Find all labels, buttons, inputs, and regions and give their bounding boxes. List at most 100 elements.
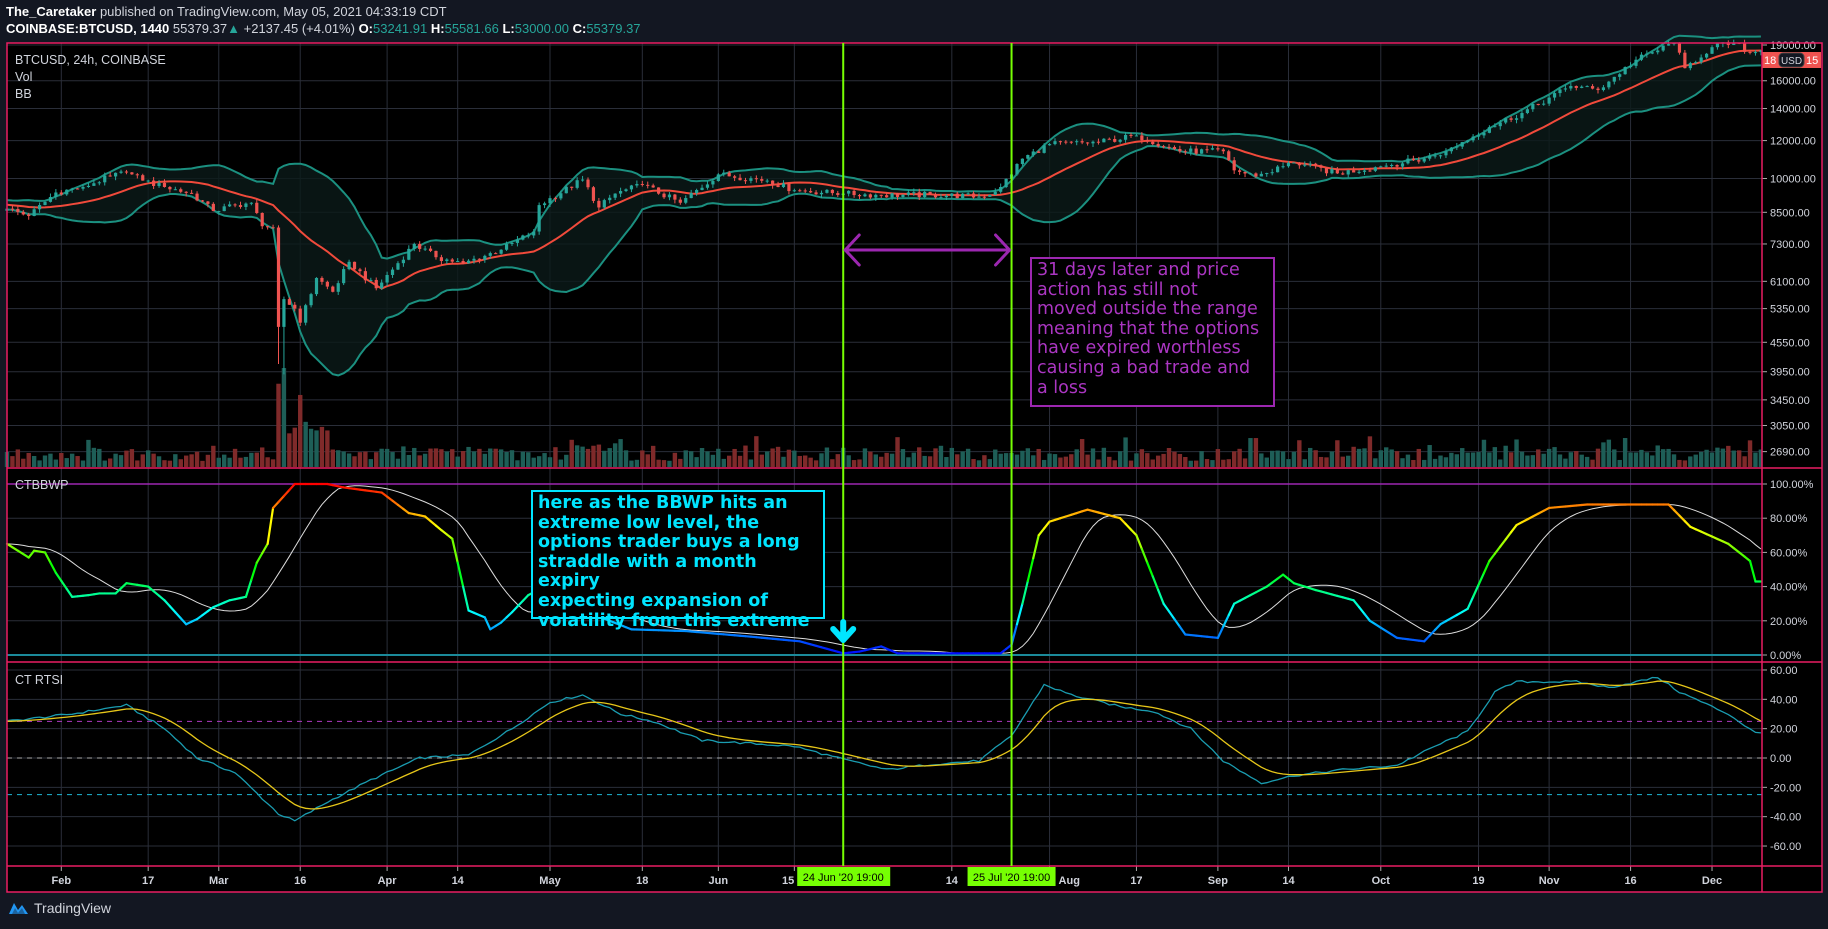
candle-body (260, 213, 264, 227)
candle-body (1476, 135, 1481, 137)
candle-body (59, 192, 63, 195)
volume-bar (102, 460, 107, 467)
legend-main[interactable]: BTCUSD, 24h, COINBASE (15, 53, 166, 67)
volume-bar (1183, 456, 1188, 467)
legend-bb[interactable]: BB (15, 87, 32, 101)
candle-body (423, 248, 427, 250)
volume-bar (287, 433, 292, 467)
candle-body (1645, 53, 1649, 55)
last-price: 55379.37 (172, 21, 228, 36)
candle-body (412, 243, 416, 249)
volume-bar (759, 454, 764, 467)
bbwp-line-segment (49, 561, 57, 575)
volume-bar (1460, 448, 1465, 467)
volume-bar (48, 453, 53, 467)
bbwp-line-segment (500, 616, 508, 624)
candle-body (1471, 136, 1475, 141)
volume-bar (433, 448, 439, 467)
candle-body (1639, 54, 1644, 60)
volume-bar (211, 445, 216, 467)
legend-bbwp[interactable]: CTBBWP (15, 478, 68, 492)
bbwp-line-segment (54, 571, 63, 583)
annotation-expired-options[interactable]: 31 days later and price action has still… (1030, 257, 1275, 407)
candle-body (396, 263, 400, 270)
volume-bar (1117, 451, 1123, 467)
author-name[interactable]: The_Caretaker (6, 4, 97, 19)
candle-body (923, 191, 927, 198)
volume-bar (1595, 448, 1601, 467)
volume-bar (42, 455, 48, 467)
bbwp-line-segment (1021, 579, 1029, 605)
bbwp-line-segment (206, 606, 215, 613)
candle-body (1417, 160, 1421, 162)
candle-body (320, 277, 324, 282)
volume-bar (1237, 448, 1242, 467)
candle-body (75, 188, 80, 190)
last-price-badge-left: 18 (1764, 55, 1776, 67)
legend-rtsi[interactable]: CT RTSI (15, 673, 63, 687)
volume-bar (955, 454, 960, 467)
bbwp-line-segment (396, 503, 405, 511)
bbwp-line-segment (1222, 613, 1230, 628)
legend-vol[interactable]: Vol (15, 70, 32, 84)
candle-body (988, 194, 992, 197)
volume-bar (1525, 455, 1530, 467)
volume-bar (824, 447, 830, 467)
volume-bar (808, 457, 813, 467)
volume-bar (1411, 459, 1416, 467)
symbol-info: COINBASE:BTCUSD, 1440 55379.37▲ +2137.45… (6, 21, 641, 36)
volume-bar (1660, 449, 1666, 467)
candle-body (1183, 151, 1187, 153)
candle-body (1542, 103, 1546, 105)
volume-bar (1150, 459, 1155, 467)
annotation-bbwp-low[interactable]: here as the BBWP hits an extreme low lev… (531, 490, 825, 630)
candle-body (86, 185, 91, 187)
volume-bar (737, 455, 743, 467)
volume-bar (401, 446, 406, 467)
candle-body (124, 171, 129, 173)
price-tick-label: 14000.00 (1770, 104, 1816, 116)
candle-body (885, 195, 889, 198)
bbwp-line-segment (1178, 625, 1187, 636)
volume-bar (1155, 455, 1161, 467)
volume-bar (477, 448, 482, 467)
candle-body (1042, 145, 1046, 153)
volume-bar (1682, 460, 1688, 467)
candle-body (1411, 158, 1415, 161)
candle-body (190, 192, 194, 194)
candle-body (195, 193, 199, 201)
axes: 19000.00 16000.00 14000.00 12000.00 10000.00… (7, 40, 1822, 892)
volume-bar (156, 456, 162, 467)
bbwp-line-segment (516, 599, 524, 608)
open-label: O: (358, 21, 374, 36)
bbwp-line-segment (1162, 602, 1171, 613)
candle-body (65, 189, 69, 195)
bbwp-line-segment (119, 582, 128, 590)
candle-body (1368, 170, 1372, 172)
bbwp-line-segment (456, 561, 465, 588)
rtsi-tick-label: 0.00 (1770, 753, 1791, 765)
candle-body (428, 248, 433, 251)
time-tick-label: 17 (1130, 875, 1142, 887)
candle-body (282, 299, 286, 327)
tradingview-brand[interactable]: TradingView (8, 900, 111, 916)
volume-bar (260, 447, 265, 467)
volume-bar (1199, 451, 1204, 467)
bbwp-line-segment (1135, 534, 1143, 551)
volume-bar (80, 460, 86, 467)
volume-bar (1606, 439, 1612, 467)
volume-bar (993, 449, 998, 467)
volume-bar (982, 455, 987, 467)
volume-bar (249, 452, 254, 467)
volume-bar (1736, 450, 1742, 467)
rtsi-slow-line (6, 680, 1762, 810)
candle-body (1189, 148, 1193, 152)
volume-bar (107, 458, 113, 467)
candle-body (488, 253, 492, 256)
close-value: 55379.37 (586, 21, 641, 36)
volume-bar (1036, 448, 1041, 467)
candle-body (673, 194, 677, 200)
volume-bar (1568, 452, 1574, 467)
time-tick-label: 14 (946, 875, 959, 887)
